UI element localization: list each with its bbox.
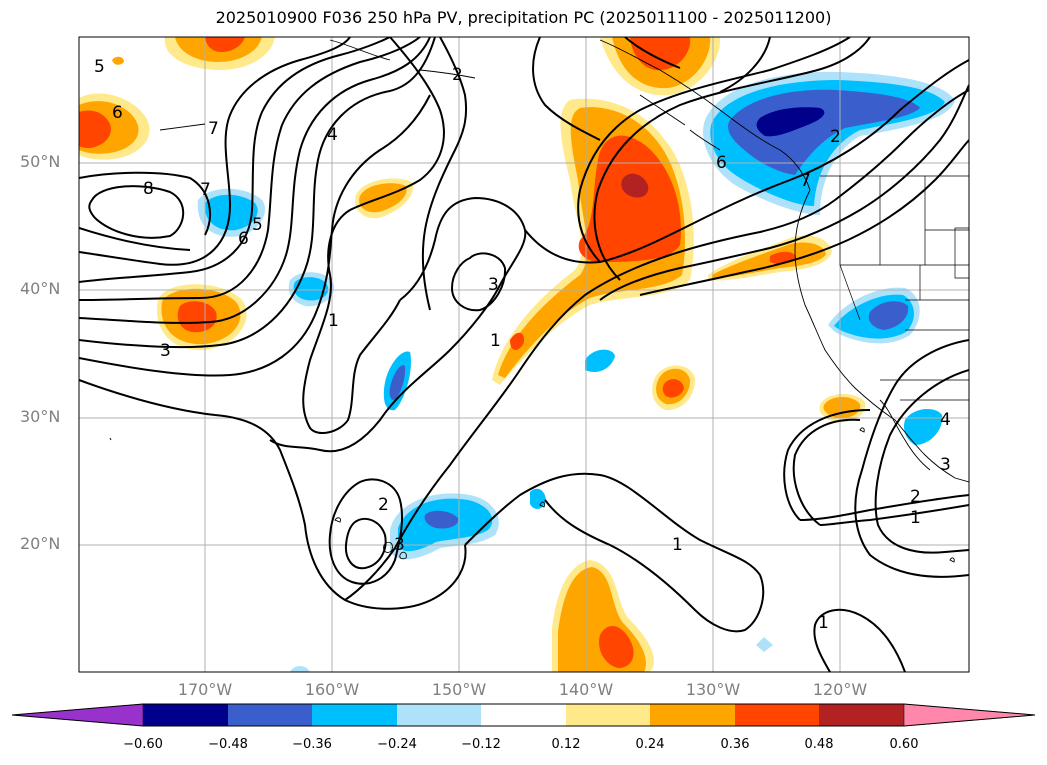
contour-label: 2 [830,127,841,147]
colorbar-tick-label: 0.60 [889,737,919,752]
colorbar-tick-label: −0.60 [123,737,163,752]
lon-label-130w: 130°W [685,680,741,699]
lon-label-150w: 150°W [431,680,487,699]
map-frame [78,36,970,673]
lat-label-30n: 30°N [20,407,61,426]
pv-contours [79,37,969,672]
contour-label: 6 [238,229,249,249]
contour-label: 6 [716,153,727,173]
colorbar-tick-label: 0.12 [551,737,581,752]
contour-label: 7 [200,180,211,200]
contour-label: 3 [160,341,171,361]
contour-label: 2 [452,65,463,85]
contour-label: 1 [328,311,339,331]
colorbar-tick-label: 0.24 [635,737,665,752]
lon-label-170w: 170°W [177,680,233,699]
lon-label-120w: 120°W [812,680,868,699]
contour-label: 5 [94,57,105,77]
contour-label: 1 [910,508,921,528]
contour-label: 1 [672,535,683,555]
lat-label-50n: 50°N [20,152,61,171]
lon-label-160w: 160°W [304,680,360,699]
contour-label: 4 [940,410,951,430]
colorbar-tick-label: 0.48 [804,737,834,752]
contour-label: 2 [910,487,921,507]
lat-label-40n: 40°N [20,279,61,298]
contour-label: 2 [378,495,389,515]
contour-label: 8 [143,179,154,199]
precip-shading [79,37,955,672]
contour-labels: 5 6 7 8 7 6 5 4 3 2 1 3 2 3 1 1 1 2 6 7 … [94,57,951,633]
contour-label: 4 [327,125,338,145]
contour-label: 7 [208,119,219,139]
colorbar-tick-label: −0.24 [377,737,417,752]
lon-label-140w: 140°W [558,680,614,699]
map-title: 2025010900 F036 250 hPa PV, precipitatio… [215,8,832,27]
lat-label-20n: 20°N [20,534,61,553]
contour-label: 3 [394,535,405,555]
contour-label: 7 [800,171,811,191]
colorbar-tick-label: 0.36 [720,737,750,752]
contour-label: 6 [112,103,123,123]
contour-label: 3 [488,275,499,295]
colorbar-tick-label: −0.48 [208,737,248,752]
contour-label: 5 [252,215,263,235]
colorbar-tick-label: −0.36 [292,737,332,752]
colorbar-tick-label: −0.12 [461,737,501,752]
contour-label: 3 [940,455,951,475]
contour-label: 1 [490,331,501,351]
contour-label: 1 [818,613,829,633]
coastlines [109,39,969,563]
